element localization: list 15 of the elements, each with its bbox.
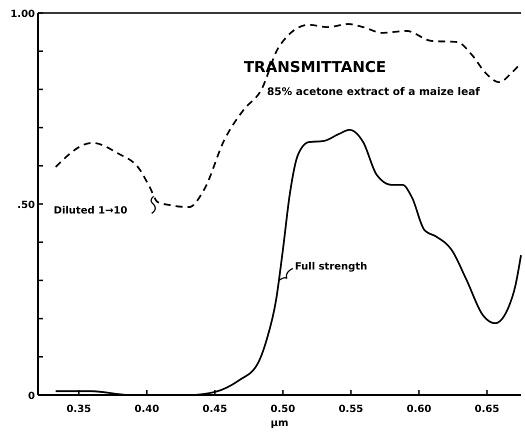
x-tick-label: 0.50 [270,404,296,415]
annotation: Diluted 1→10 [54,205,128,216]
x-tick-label: 0.45 [202,404,228,415]
annotation: TRANSMITTANCE [244,58,386,76]
x-tick-label: 0.35 [66,404,92,415]
annotation: 85% acetone extract of a maize leaf [267,86,480,98]
x-axis-title: μm [270,418,288,429]
x-tick-label: 0.55 [338,404,364,415]
x-tick-label: 0.65 [474,404,500,415]
x-tick-label: 0.40 [134,404,160,415]
y-tick-label: .50 [17,200,36,211]
x-tick-label: 0.60 [406,404,432,415]
y-tick-label: 1.00 [10,9,36,20]
annotation: Full strength [294,261,368,272]
y-tick-label: 0 [28,391,36,402]
